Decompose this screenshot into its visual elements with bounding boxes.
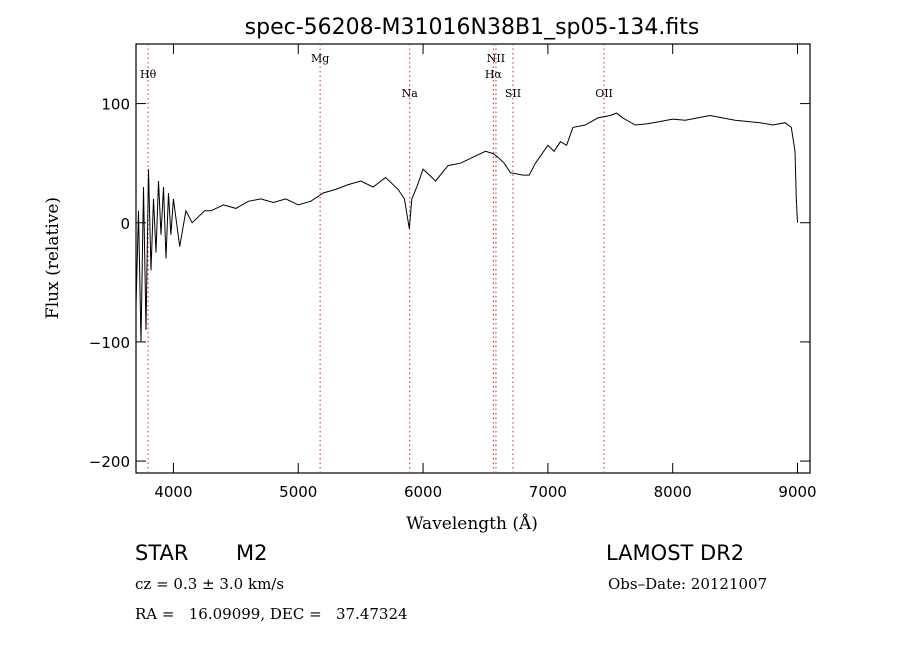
- spectrum-series-line: [135, 112, 798, 342]
- object-class: STAR: [135, 541, 189, 565]
- x-tick-label: 7000: [529, 483, 567, 501]
- x-tick-label: 6000: [404, 483, 442, 501]
- x-tick-label: 5000: [279, 483, 317, 501]
- y-tick-label: 100: [101, 96, 130, 114]
- y-tick-label: −100: [89, 334, 130, 352]
- spectral-line-label: NII: [487, 52, 505, 65]
- x-tick-label: 4000: [154, 483, 192, 501]
- redshift-cz: cz = 0.3 ± 3.0 km/s: [135, 575, 285, 593]
- y-tick-label: −200: [89, 453, 130, 471]
- spectral-line-label: Hθ: [140, 68, 157, 81]
- spectral-line-label: OII: [595, 87, 613, 100]
- x-axis-label: Wavelength (Å): [406, 513, 538, 534]
- y-axis-label: Flux (relative): [43, 197, 63, 319]
- coordinates: RA = 16.09099, DEC = 37.47324: [135, 605, 408, 623]
- spectral-line-label: Hα: [485, 68, 503, 81]
- observation-date: Obs–Date: 20121007: [608, 575, 768, 593]
- spectral-line-label: Mg: [311, 52, 329, 65]
- spectral-line-markers: Hθ Mg Na Hα NII SII OII: [140, 44, 613, 473]
- spectral-line-label: SII: [505, 87, 521, 100]
- spectral-line-label: Na: [402, 87, 419, 100]
- axes: 4000 5000 6000 7000 8000 9000 −200 −100 0 100: [89, 44, 817, 501]
- chart-title: spec-56208-M31016N38B1_sp05-134.fits: [245, 15, 700, 40]
- x-tick-label: 9000: [778, 483, 816, 501]
- x-tick-label: 8000: [654, 483, 692, 501]
- y-tick-label: 0: [120, 215, 130, 233]
- plot-frame: [135, 43, 811, 474]
- survey-name: LAMOST DR2: [606, 541, 745, 565]
- object-subclass: M2: [236, 541, 268, 565]
